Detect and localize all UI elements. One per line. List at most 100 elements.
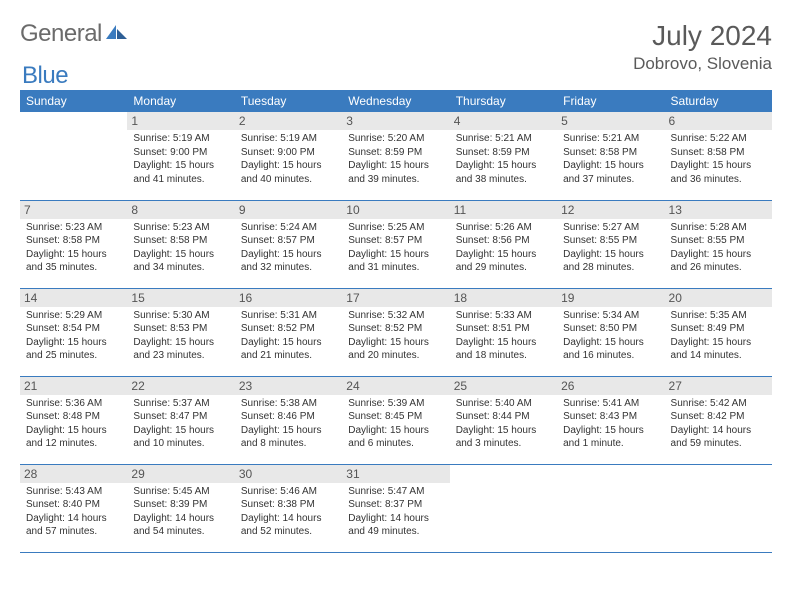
day-number: 26 bbox=[557, 377, 664, 395]
day-sunrise: Sunrise: 5:21 AM bbox=[456, 132, 551, 146]
day-number: 21 bbox=[20, 377, 127, 395]
day-daylight2: and 18 minutes. bbox=[456, 349, 551, 363]
day-content: Sunrise: 5:45 AMSunset: 8:39 PMDaylight:… bbox=[133, 485, 228, 539]
calendar-day-cell: 7Sunrise: 5:23 AMSunset: 8:58 PMDaylight… bbox=[20, 200, 127, 288]
day-daylight2: and 6 minutes. bbox=[348, 437, 443, 451]
day-sunset: Sunset: 8:55 PM bbox=[563, 234, 658, 248]
day-content: Sunrise: 5:46 AMSunset: 8:38 PMDaylight:… bbox=[241, 485, 336, 539]
day-number: 23 bbox=[235, 377, 342, 395]
day-daylight2: and 1 minute. bbox=[563, 437, 658, 451]
day-content: Sunrise: 5:43 AMSunset: 8:40 PMDaylight:… bbox=[26, 485, 121, 539]
calendar-day-cell: 15Sunrise: 5:30 AMSunset: 8:53 PMDayligh… bbox=[127, 288, 234, 376]
day-header: Friday bbox=[557, 90, 664, 112]
calendar-day-cell: 9 Sunrise: 5:24 AMSunset: 8:57 PMDaylight… bbox=[235, 200, 342, 288]
day-sunset: Sunset: 8:52 PM bbox=[348, 322, 443, 336]
day-sunrise: Sunrise: 5:36 AM bbox=[26, 397, 121, 411]
day-daylight2: and 37 minutes. bbox=[563, 173, 658, 187]
day-content: Sunrise: 5:41 AMSunset: 8:43 PMDaylight:… bbox=[563, 397, 658, 451]
day-sunrise: Sunrise: 5:39 AM bbox=[348, 397, 443, 411]
day-sunrise: Sunrise: 5:40 AM bbox=[456, 397, 551, 411]
day-daylight2: and 38 minutes. bbox=[456, 173, 551, 187]
day-daylight1: Daylight: 15 hours bbox=[133, 248, 228, 262]
calendar-day-cell: 30Sunrise: 5:46 AMSunset: 8:38 PMDayligh… bbox=[235, 464, 342, 552]
day-sunset: Sunset: 8:50 PM bbox=[563, 322, 658, 336]
day-header: Saturday bbox=[665, 90, 772, 112]
day-content: Sunrise: 5:24 AMSunset: 8:57 PMDaylight:… bbox=[241, 221, 336, 275]
day-sunrise: Sunrise: 5:33 AM bbox=[456, 309, 551, 323]
day-sunrise: Sunrise: 5:26 AM bbox=[456, 221, 551, 235]
day-sunrise: Sunrise: 5:27 AM bbox=[563, 221, 658, 235]
day-daylight2: and 31 minutes. bbox=[348, 261, 443, 275]
day-daylight1: Daylight: 15 hours bbox=[563, 336, 658, 350]
day-daylight1: Daylight: 15 hours bbox=[133, 336, 228, 350]
day-number: 16 bbox=[235, 289, 342, 307]
day-content: Sunrise: 5:38 AMSunset: 8:46 PMDaylight:… bbox=[241, 397, 336, 451]
day-daylight1: Daylight: 15 hours bbox=[671, 159, 766, 173]
day-sunrise: Sunrise: 5:20 AM bbox=[348, 132, 443, 146]
day-header: Sunday bbox=[20, 90, 127, 112]
day-sunrise: Sunrise: 5:47 AM bbox=[348, 485, 443, 499]
day-daylight2: and 29 minutes. bbox=[456, 261, 551, 275]
calendar-header-row: SundayMondayTuesdayWednesdayThursdayFrid… bbox=[20, 90, 772, 112]
day-daylight2: and 57 minutes. bbox=[26, 525, 121, 539]
day-number: 9 bbox=[235, 201, 342, 219]
calendar-day-cell bbox=[450, 464, 557, 552]
month-title: July 2024 bbox=[633, 20, 772, 52]
day-number: 7 bbox=[20, 201, 127, 219]
day-daylight1: Daylight: 14 hours bbox=[133, 512, 228, 526]
day-sunset: Sunset: 8:56 PM bbox=[456, 234, 551, 248]
day-daylight2: and 21 minutes. bbox=[241, 349, 336, 363]
day-daylight2: and 40 minutes. bbox=[241, 173, 336, 187]
calendar-day-cell: 23 Sunrise: 5:38 AMSunset: 8:46 PMDayligh… bbox=[235, 376, 342, 464]
day-content: Sunrise: 5:33 AMSunset: 8:51 PMDaylight:… bbox=[456, 309, 551, 363]
day-content: Sunrise: 5:27 AMSunset: 8:55 PMDaylight:… bbox=[563, 221, 658, 275]
day-number: 25 bbox=[450, 377, 557, 395]
day-daylight2: and 32 minutes. bbox=[241, 261, 336, 275]
day-number: 20 bbox=[665, 289, 772, 307]
day-number: 31 bbox=[342, 465, 449, 483]
day-content: Sunrise: 5:30 AMSunset: 8:53 PMDaylight:… bbox=[133, 309, 228, 363]
day-sunset: Sunset: 8:52 PM bbox=[241, 322, 336, 336]
calendar-day-cell: 14 Sunrise: 5:29 AMSunset: 8:54 PMDayligh… bbox=[20, 288, 127, 376]
day-daylight1: Daylight: 15 hours bbox=[348, 248, 443, 262]
calendar-day-cell: 11Sunrise: 5:26 AMSunset: 8:56 PMDayligh… bbox=[450, 200, 557, 288]
day-sunset: Sunset: 8:39 PM bbox=[133, 498, 228, 512]
day-daylight1: Daylight: 15 hours bbox=[563, 424, 658, 438]
logo-text-general: General bbox=[20, 20, 102, 48]
day-content: Sunrise: 5:37 AMSunset: 8:47 PMDaylight:… bbox=[133, 397, 228, 451]
calendar-day-cell: 20Sunrise: 5:35 AMSunset: 8:49 PMDayligh… bbox=[665, 288, 772, 376]
day-content: Sunrise: 5:28 AMSunset: 8:55 PMDaylight:… bbox=[671, 221, 766, 275]
day-header: Monday bbox=[127, 90, 234, 112]
day-number: 13 bbox=[665, 201, 772, 219]
day-daylight2: and 41 minutes. bbox=[133, 173, 228, 187]
day-sunset: Sunset: 8:46 PM bbox=[241, 410, 336, 424]
day-content: Sunrise: 5:42 AMSunset: 8:42 PMDaylight:… bbox=[671, 397, 766, 451]
calendar-week-row: 28Sunrise: 5:43 AMSunset: 8:40 PMDayligh… bbox=[20, 464, 772, 552]
day-sunset: Sunset: 8:42 PM bbox=[671, 410, 766, 424]
day-sunrise: Sunrise: 5:30 AM bbox=[133, 309, 228, 323]
day-content: Sunrise: 5:29 AMSunset: 8:54 PMDaylight:… bbox=[26, 309, 121, 363]
day-number: 14 bbox=[20, 289, 127, 307]
calendar-week-row: 7Sunrise: 5:23 AMSunset: 8:58 PMDaylight… bbox=[20, 200, 772, 288]
calendar-day-cell: 1Sunrise: 5:19 AMSunset: 9:00 PMDaylight… bbox=[127, 112, 234, 200]
day-sunrise: Sunrise: 5:45 AM bbox=[133, 485, 228, 499]
day-content: Sunrise: 5:20 AMSunset: 8:59 PMDaylight:… bbox=[348, 132, 443, 186]
day-sunrise: Sunrise: 5:21 AM bbox=[563, 132, 658, 146]
day-sunrise: Sunrise: 5:43 AM bbox=[26, 485, 121, 499]
day-sunset: Sunset: 8:54 PM bbox=[26, 322, 121, 336]
day-daylight2: and 59 minutes. bbox=[671, 437, 766, 451]
day-sunset: Sunset: 8:59 PM bbox=[348, 146, 443, 160]
calendar-day-cell bbox=[20, 112, 127, 200]
brand-logo: General bbox=[20, 20, 130, 48]
day-sunrise: Sunrise: 5:25 AM bbox=[348, 221, 443, 235]
day-sunrise: Sunrise: 5:37 AM bbox=[133, 397, 228, 411]
day-daylight1: Daylight: 15 hours bbox=[348, 336, 443, 350]
day-number: 17 bbox=[342, 289, 449, 307]
day-daylight1: Daylight: 15 hours bbox=[563, 159, 658, 173]
day-number: 1 bbox=[127, 112, 234, 130]
day-number: 4 bbox=[450, 112, 557, 130]
day-header: Wednesday bbox=[342, 90, 449, 112]
day-daylight1: Daylight: 14 hours bbox=[241, 512, 336, 526]
day-content: Sunrise: 5:47 AMSunset: 8:37 PMDaylight:… bbox=[348, 485, 443, 539]
day-sunset: Sunset: 8:45 PM bbox=[348, 410, 443, 424]
